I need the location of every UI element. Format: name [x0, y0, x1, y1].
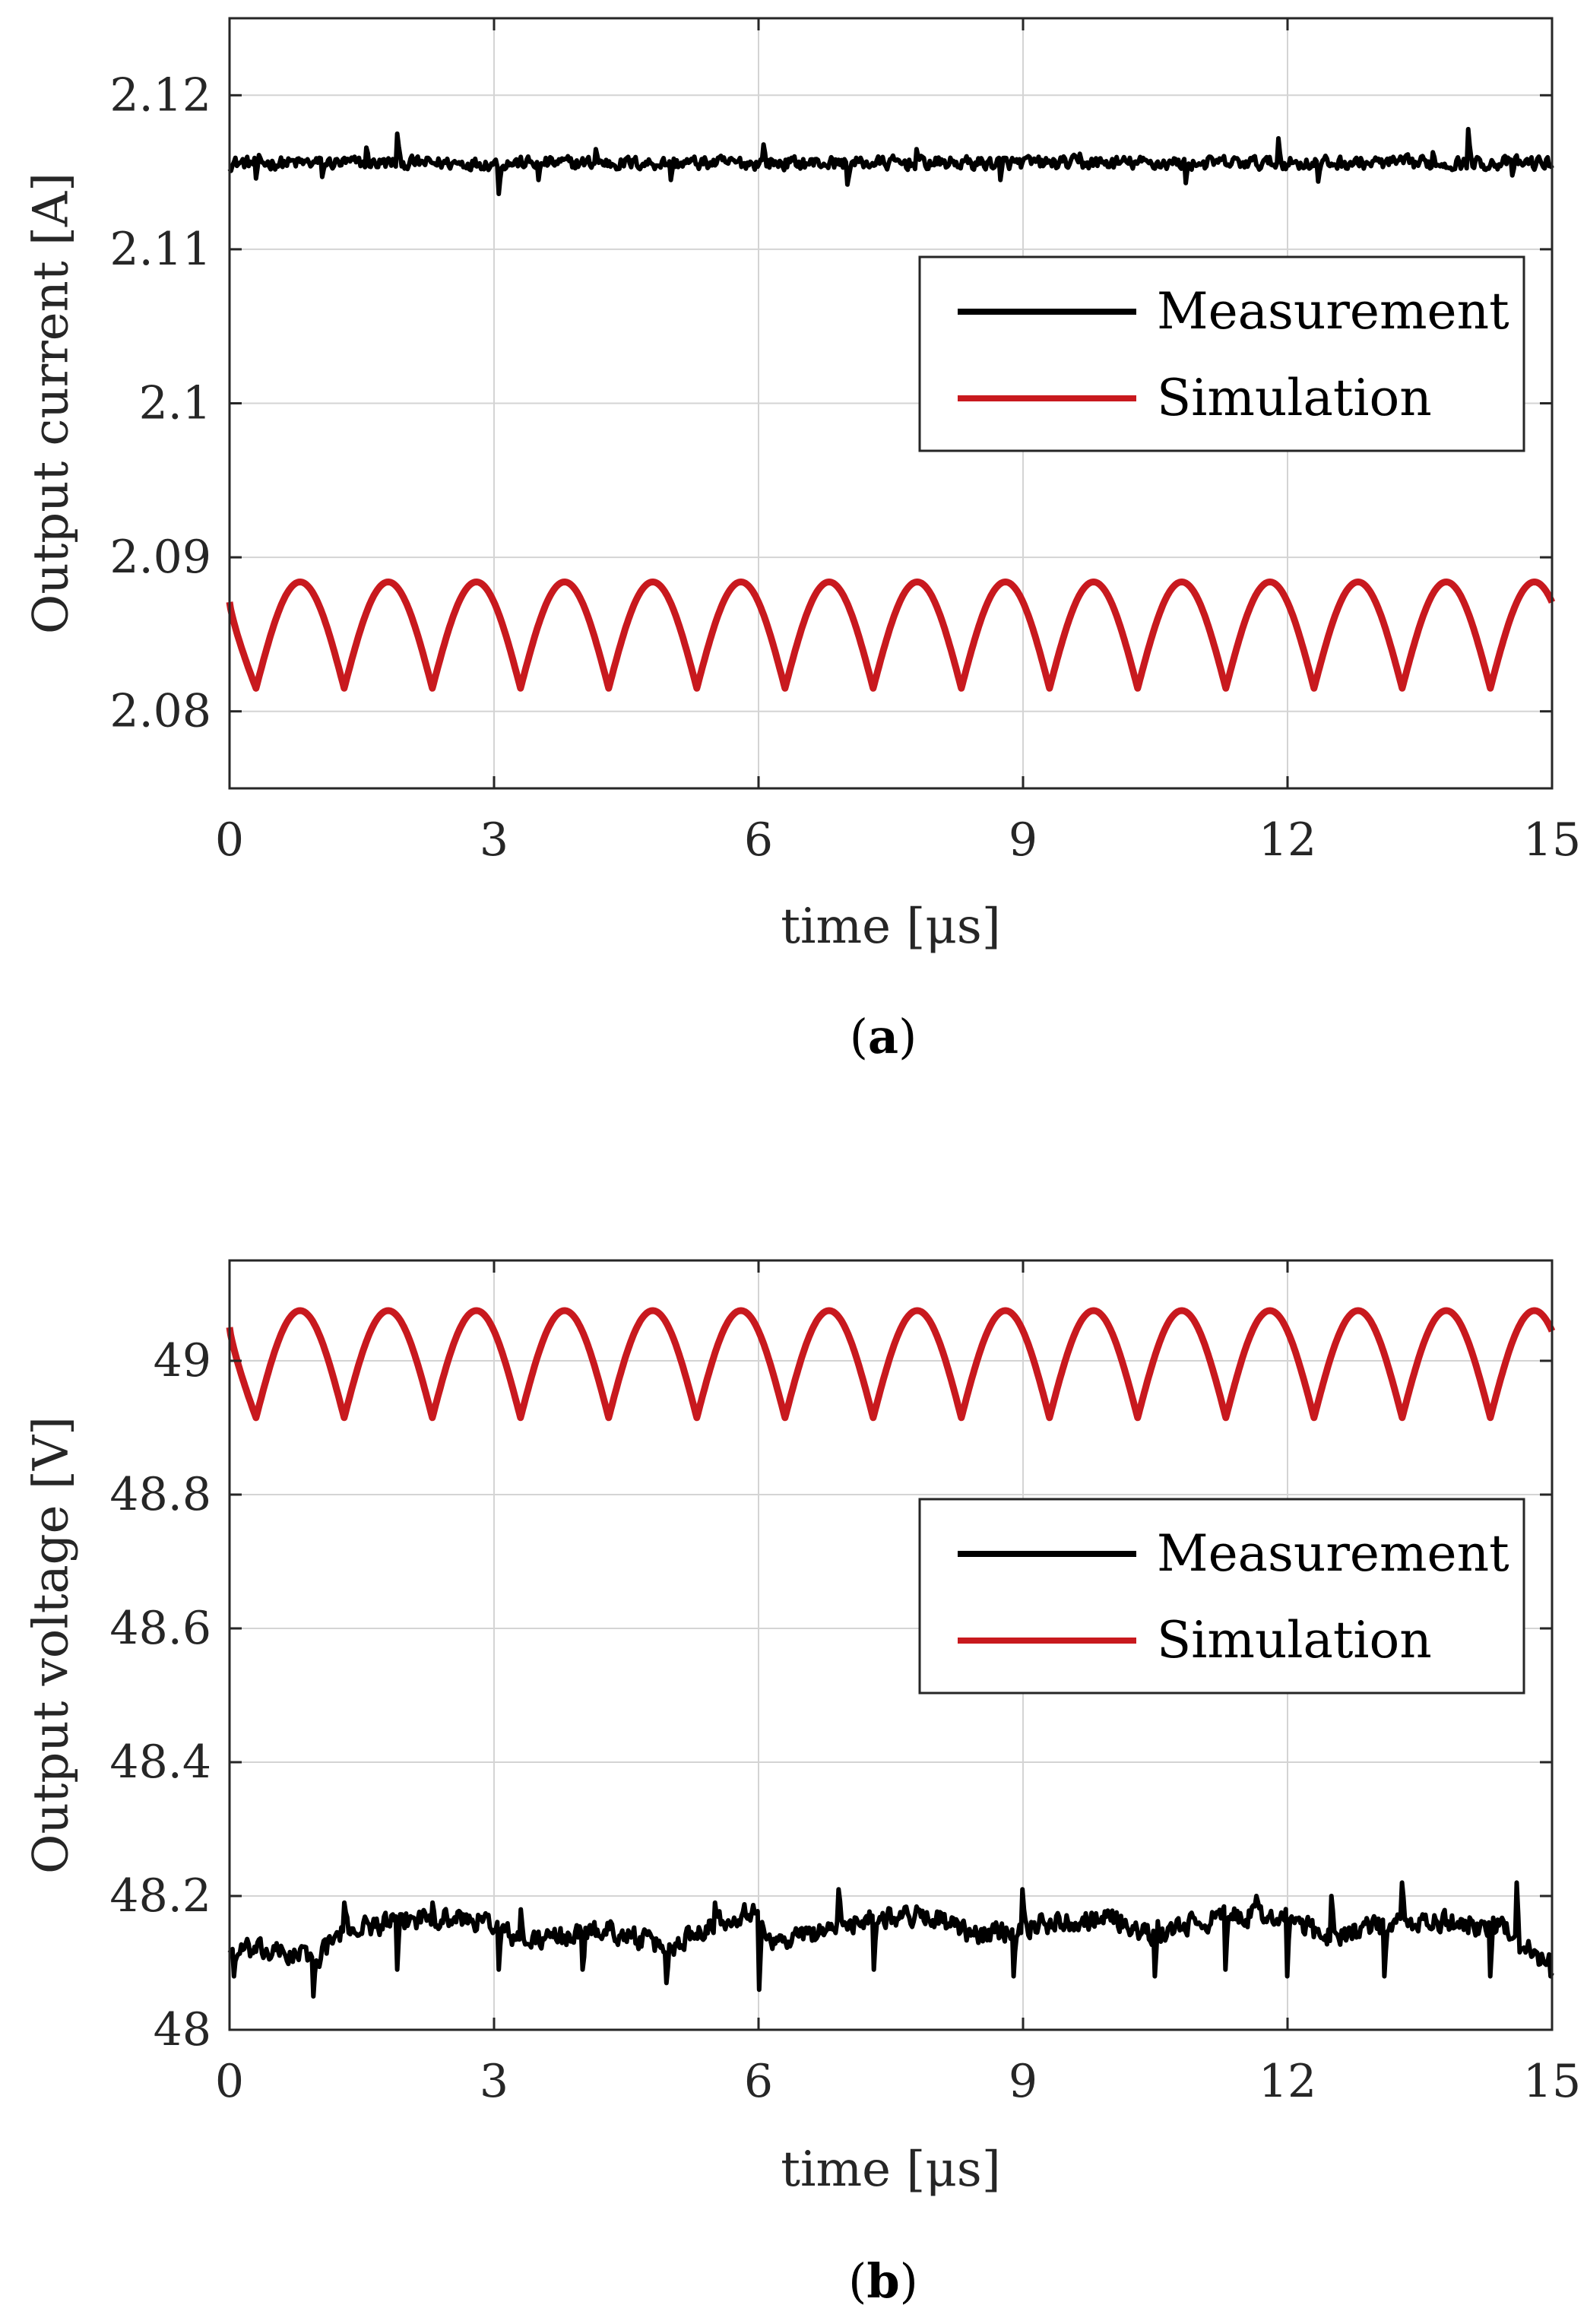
panel-b-legend: Measurement Simulation	[918, 1498, 1525, 1695]
panel-b-series-measurement-line	[227, 1880, 1554, 1999]
panel-a-x-tick-label-5: 15	[1523, 813, 1581, 867]
panel-b-x-tick-label-0: 0	[215, 2055, 244, 2108]
panel-a-caption: (a)	[850, 1009, 917, 1064]
panel-a-caption-letter: a	[868, 1009, 898, 1064]
panel-a-y-tick-label-2: 2.1	[139, 377, 211, 430]
panel-a-y-tick-label-1: 2.09	[109, 531, 211, 584]
panel-a-x-tick-label-4: 12	[1259, 813, 1316, 867]
panel-b-legend-box	[918, 1498, 1525, 1695]
panel-b-y-tick-label-4: 48.8	[109, 1468, 211, 1521]
panel-a-x-tick-label-3: 9	[1009, 813, 1037, 867]
panel-a-legend: Measurement Simulation	[918, 255, 1525, 452]
panel-a-legend-box	[918, 255, 1525, 452]
panel-b-series-simulation-line	[226, 1307, 1556, 1422]
panel-b-x-tick-label-1: 3	[480, 2055, 508, 2108]
panel-b-y-tick-label-5: 49	[154, 1334, 211, 1387]
panel-b-caption-letter: b	[866, 2253, 899, 2309]
panel-b-x-tick-label-3: 9	[1009, 2055, 1037, 2108]
panel-b-plot-lines	[226, 1307, 1556, 1999]
panel-a-ticks: 0 3 6 9 12 15 2.08 2.09 2.1 2.11 2.12	[109, 18, 1581, 867]
panel-b-ticks: 0 3 6 9 12 15 48 48.2 48.4 48.6 48.8 49	[109, 1260, 1581, 2108]
panel-b-legend-measurement-label: Measurement	[1157, 1524, 1509, 1583]
panel-a-y-tick-label-4: 2.12	[109, 68, 211, 122]
panel-a-series-simulation-line	[226, 579, 1556, 692]
panel-b-y-tick-label-0: 48	[154, 2003, 211, 2056]
panel-b-x-tick-label-4: 12	[1259, 2055, 1316, 2108]
panel-b-legend-simulation-label: Simulation	[1157, 1611, 1432, 1669]
panel-b-x-axis-label: time [μs]	[781, 2142, 1000, 2198]
panel-a-x-tick-label-1: 3	[480, 813, 508, 867]
panel-a-y-tick-label-0: 2.08	[109, 685, 211, 738]
panel-b-y-axis-label: Output voltage [V]	[24, 1416, 80, 1874]
panel-a-y-axis-label: Output current [A]	[24, 173, 80, 634]
panel-a-y-tick-label-3: 2.11	[109, 223, 211, 276]
panel-a-output-current: 0 3 6 9 12 15 2.08 2.09 2.1 2.11 2.12 time [μs] Ou…	[24, 17, 1581, 1064]
panel-b-y-tick-label-3: 48.6	[109, 1602, 211, 1655]
panel-b-x-tick-label-2: 6	[744, 2055, 773, 2108]
panel-a-x-tick-label-2: 6	[744, 813, 773, 867]
panel-a-plot-lines	[226, 126, 1556, 692]
panel-b-plot-frame	[228, 1259, 1554, 2031]
panel-a-legend-simulation-label: Simulation	[1157, 369, 1432, 427]
panel-b-output-voltage: 0 3 6 9 12 15 48 48.2 48.4 48.6 48.8 49 time [μs] O…	[24, 1259, 1581, 2309]
panel-b-y-tick-label-2: 48.4	[109, 1736, 211, 1789]
panel-a-x-tick-label-0: 0	[215, 813, 244, 867]
panel-a-legend-measurement-label: Measurement	[1157, 282, 1509, 341]
panel-a-x-axis-label: time [μs]	[781, 899, 1000, 955]
panel-b-caption: (b)	[848, 2253, 918, 2309]
panel-a-series-measurement-line	[227, 126, 1554, 196]
panel-b-x-tick-label-5: 15	[1523, 2055, 1581, 2108]
panel-b-y-tick-label-1: 48.2	[109, 1869, 211, 1923]
